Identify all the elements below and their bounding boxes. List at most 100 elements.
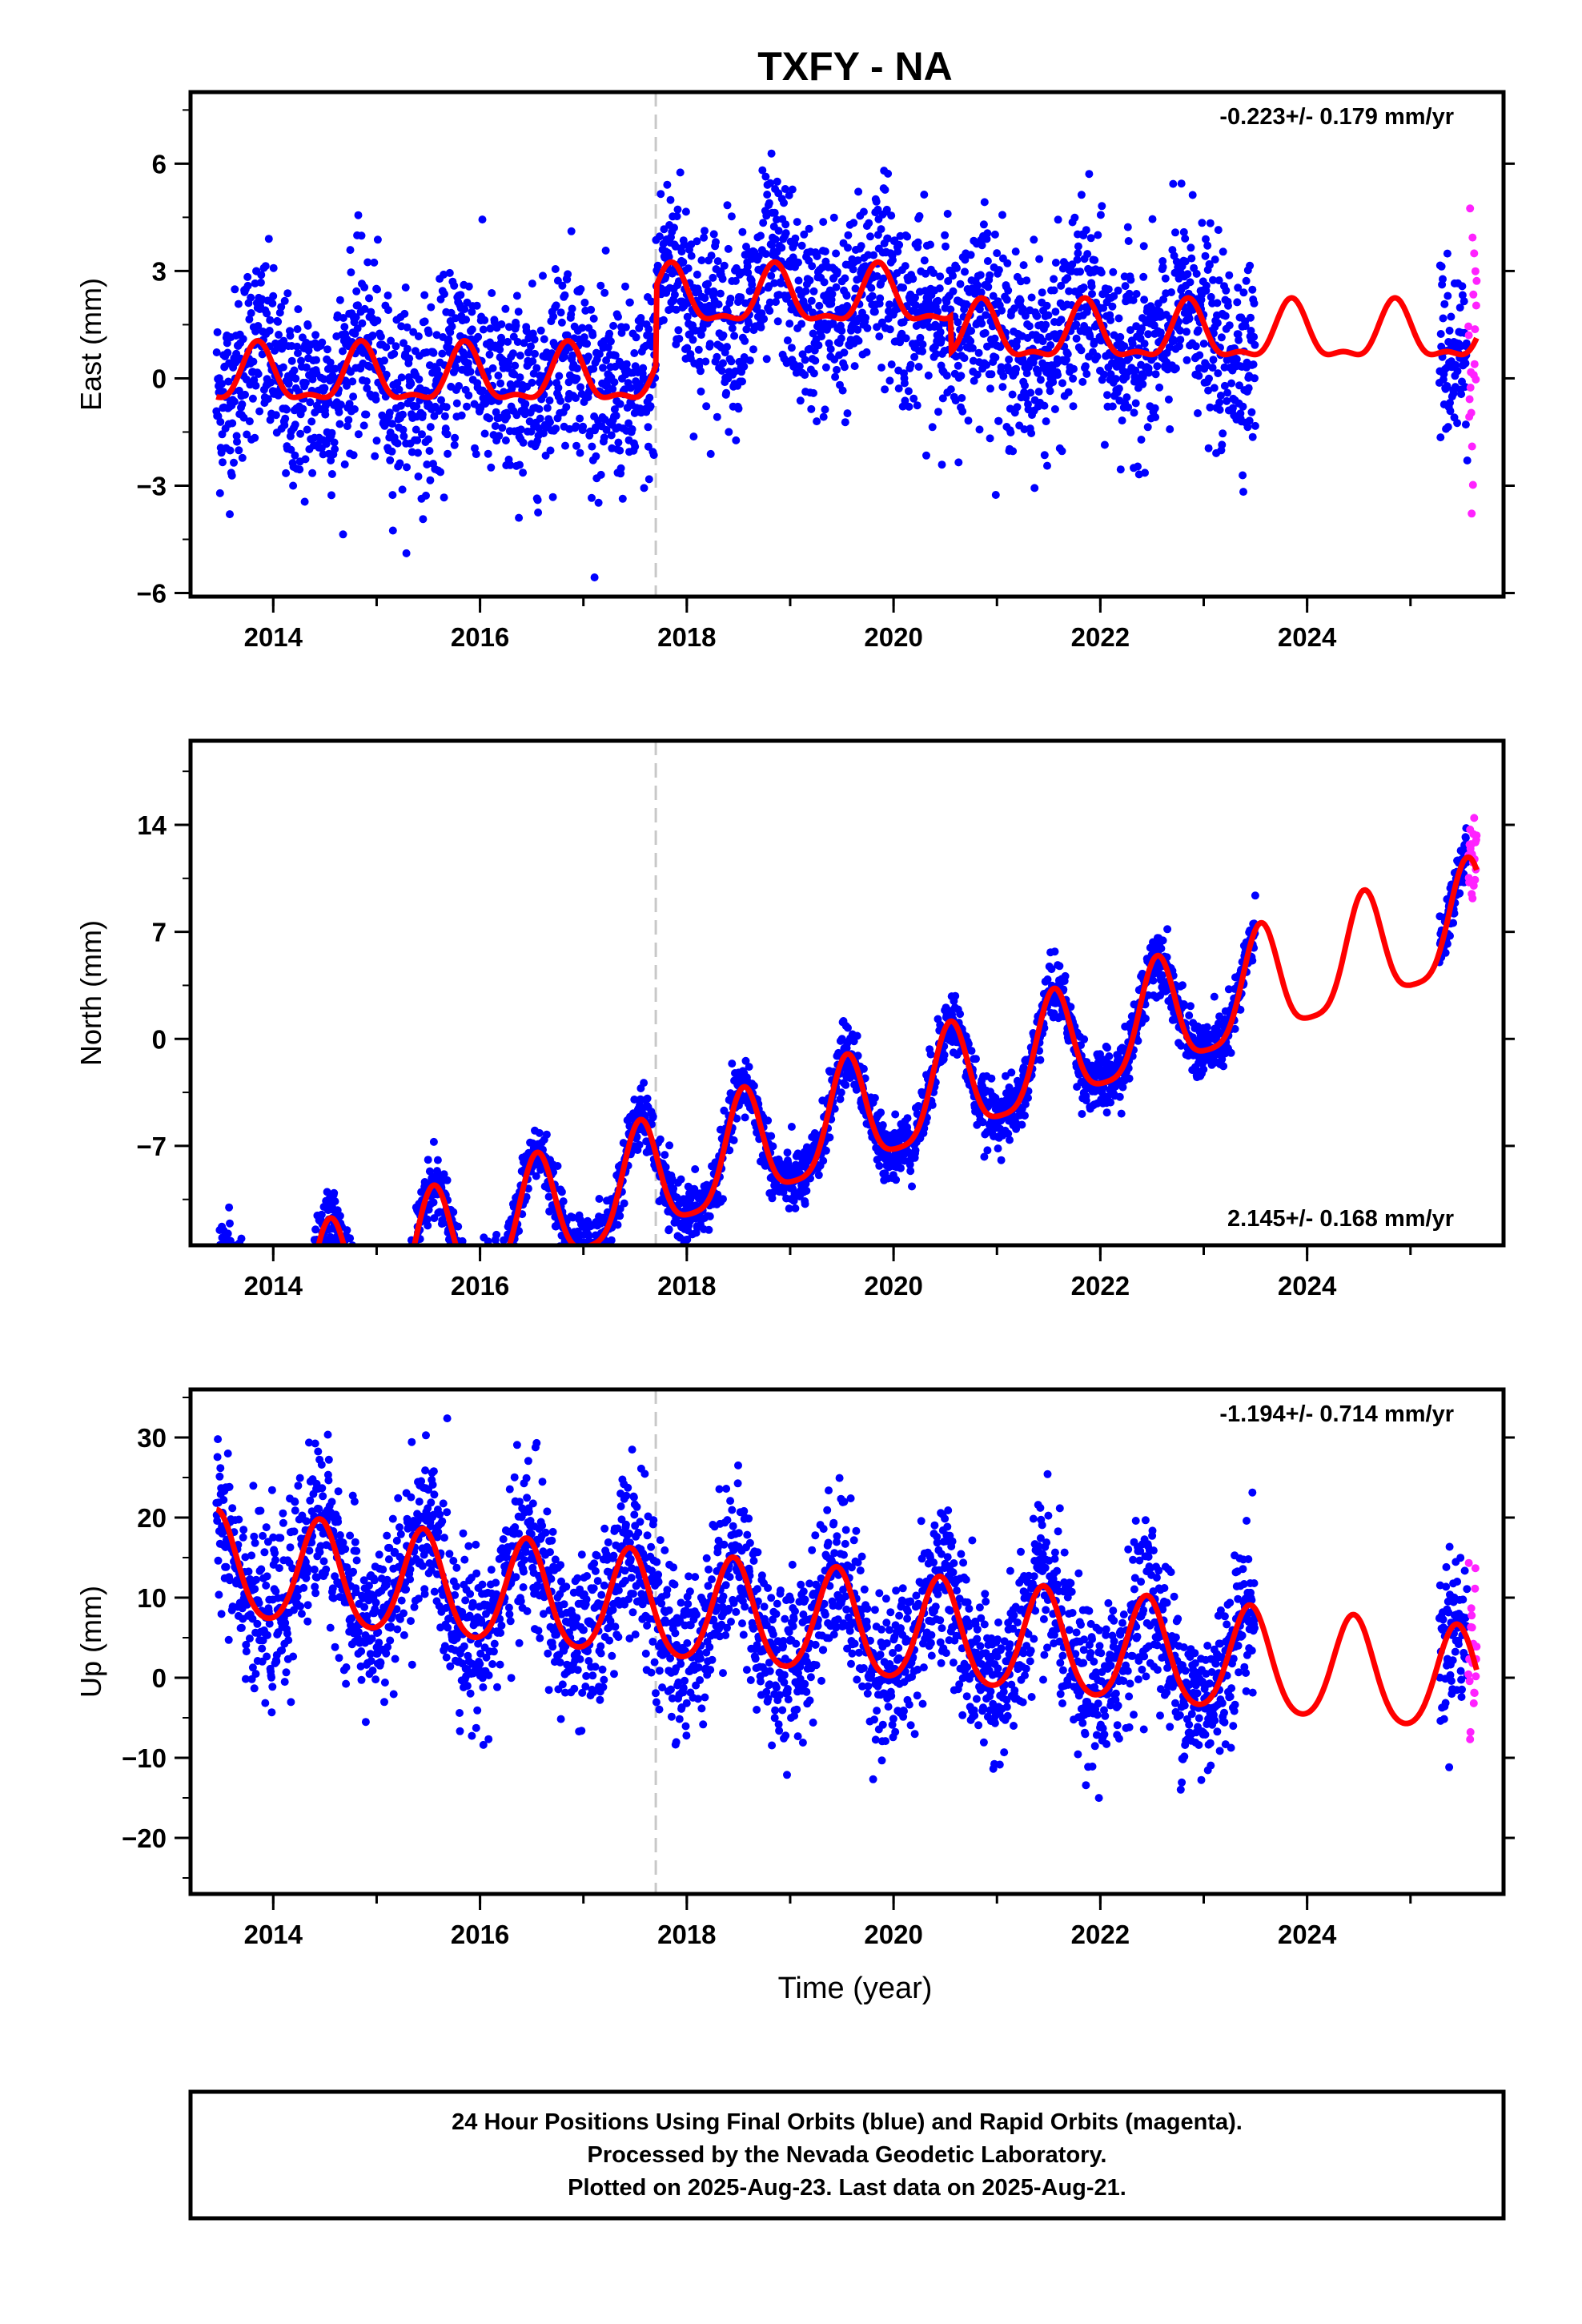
final-point <box>235 1275 243 1283</box>
final-point <box>528 279 536 288</box>
final-point <box>978 320 986 328</box>
final-point <box>369 1321 377 1329</box>
final-point <box>379 1294 387 1302</box>
final-point <box>216 417 225 426</box>
final-point <box>1198 219 1207 227</box>
final-point <box>1183 270 1192 279</box>
final-point <box>500 1256 508 1265</box>
final-point <box>922 451 930 460</box>
final-point <box>596 470 605 479</box>
final-point <box>218 380 227 388</box>
final-point <box>265 1349 273 1357</box>
final-point <box>913 238 922 247</box>
final-point <box>396 1265 404 1273</box>
final-point <box>388 491 397 500</box>
final-point <box>366 1324 374 1332</box>
final-point <box>315 1252 323 1260</box>
final-point <box>321 1271 329 1279</box>
final-point <box>909 275 917 283</box>
final-point <box>1022 369 1031 378</box>
final-point <box>625 298 634 307</box>
final-point <box>407 380 416 388</box>
final-point <box>821 247 829 255</box>
final-point <box>596 281 605 290</box>
final-point <box>709 273 717 282</box>
final-point <box>683 312 692 321</box>
final-point <box>287 1335 295 1343</box>
final-point <box>665 1225 673 1234</box>
final-point <box>714 300 723 309</box>
final-point <box>705 340 714 348</box>
final-point <box>264 235 273 243</box>
final-point <box>669 1184 678 1193</box>
final-point <box>287 1326 295 1334</box>
final-point <box>349 1269 357 1277</box>
final-point <box>378 1309 386 1317</box>
final-point <box>288 1325 296 1333</box>
final-point <box>423 460 432 468</box>
final-point <box>263 1348 271 1356</box>
final-point <box>829 213 838 222</box>
final-point <box>402 549 411 557</box>
final-point <box>532 364 541 372</box>
final-point <box>840 363 849 372</box>
final-point <box>419 515 428 524</box>
final-point <box>1213 299 1222 308</box>
final-point <box>877 364 885 372</box>
final-point <box>213 1274 221 1282</box>
final-point <box>942 242 950 251</box>
final-point <box>1054 371 1062 380</box>
final-point <box>474 332 483 341</box>
final-point <box>302 363 311 372</box>
final-point <box>640 1079 648 1088</box>
final-point <box>773 317 782 326</box>
final-point <box>351 1275 359 1283</box>
final-point <box>785 320 794 328</box>
final-point <box>363 1325 371 1333</box>
final-point <box>552 301 560 310</box>
final-point <box>1246 261 1255 270</box>
final-point <box>1082 226 1090 235</box>
final-point <box>626 384 635 392</box>
final-point <box>906 1167 915 1176</box>
final-point <box>228 1252 236 1261</box>
final-point <box>943 210 952 218</box>
final-point <box>644 423 652 432</box>
final-point <box>881 385 889 394</box>
final-point <box>388 1329 396 1337</box>
final-point <box>836 1095 845 1104</box>
final-point <box>376 1309 384 1317</box>
final-point <box>468 1248 476 1256</box>
final-point <box>717 367 726 375</box>
final-point <box>809 308 817 317</box>
final-point <box>400 309 409 318</box>
final-point <box>991 491 1000 499</box>
final-point <box>300 1309 308 1317</box>
final-point <box>1239 471 1247 480</box>
final-point <box>844 243 852 252</box>
final-point <box>396 1275 404 1283</box>
final-point <box>694 345 703 354</box>
final-point <box>584 1232 593 1240</box>
final-point <box>286 332 295 340</box>
final-point <box>393 1286 401 1294</box>
final-point <box>354 1277 362 1285</box>
final-point <box>415 375 424 384</box>
final-point <box>387 1312 395 1320</box>
final-point <box>924 371 933 380</box>
final-point <box>212 1249 220 1257</box>
final-point <box>1131 399 1140 408</box>
final-point <box>541 451 550 460</box>
final-point <box>572 422 580 431</box>
final-point <box>551 265 560 273</box>
final-point <box>391 342 400 351</box>
final-point <box>528 378 536 387</box>
final-point <box>866 232 874 241</box>
final-point <box>990 334 999 343</box>
final-point <box>1215 398 1224 407</box>
final-point <box>387 336 396 345</box>
final-point <box>295 1311 303 1319</box>
final-point <box>365 1324 373 1332</box>
final-point <box>884 169 893 178</box>
